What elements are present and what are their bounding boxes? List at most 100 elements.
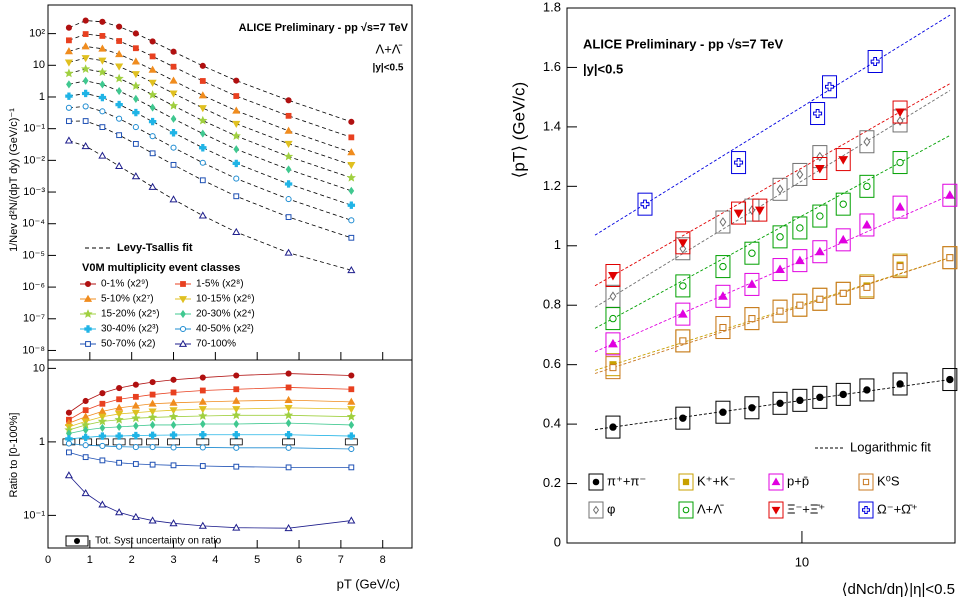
data-point (148, 117, 157, 126)
annotation: Λ+Λ̄ (376, 41, 403, 56)
data-point (285, 464, 292, 471)
syst-box (859, 275, 875, 299)
syst-box (146, 438, 159, 446)
data-point (81, 489, 90, 497)
data-point (747, 279, 757, 288)
syst-box (744, 241, 760, 265)
data-point (748, 205, 756, 215)
fit-curve (68, 106, 352, 221)
legend-label: 20-30% (x2⁴) (196, 309, 255, 320)
data-point (169, 129, 178, 137)
syst-box (867, 50, 883, 73)
data-point (114, 414, 124, 424)
syst-box (812, 157, 828, 180)
data-point (284, 140, 293, 148)
data-point (149, 379, 156, 386)
data-point (82, 454, 89, 461)
data-point (148, 90, 158, 99)
data-point (99, 390, 106, 397)
data-point (148, 408, 157, 416)
data-point (131, 401, 140, 409)
data-point (348, 217, 355, 224)
syst-box (859, 130, 875, 154)
data-point (896, 380, 904, 388)
data-point (116, 132, 123, 139)
syst-box (835, 192, 851, 216)
data-point (149, 444, 156, 451)
data-point (132, 431, 140, 440)
data-point (284, 248, 293, 256)
data-point (116, 86, 122, 96)
legend-label: 40-50% (x2²) (196, 324, 254, 335)
data-point (115, 63, 124, 71)
data-point (348, 118, 355, 125)
data-point (198, 91, 207, 99)
data-point (748, 315, 756, 323)
ratio-line (68, 475, 352, 529)
data-point (82, 31, 89, 37)
data-point (285, 165, 292, 174)
data-point (284, 395, 293, 404)
data-point (796, 224, 804, 232)
y-tick-label: 0.6 (543, 356, 561, 371)
data-point (81, 55, 90, 63)
data-point (115, 161, 124, 169)
data-point (116, 115, 123, 122)
data-point (754, 206, 765, 216)
y-tick-label: 0.8 (543, 297, 561, 312)
data-point (64, 47, 73, 55)
x-tick-label: 0 (45, 554, 51, 566)
data-point (131, 81, 141, 90)
syst-box (835, 148, 851, 172)
data-point (65, 24, 72, 31)
ratio-frame (47, 359, 413, 549)
data-point (98, 93, 107, 102)
legend-marker (592, 478, 600, 486)
data-point (640, 199, 650, 209)
y-tick-label: 0.2 (543, 475, 561, 490)
data-point (285, 370, 292, 377)
syst-box (792, 388, 808, 412)
data-point (870, 57, 880, 66)
legend-label: p+p̄ (787, 473, 809, 488)
data-point (233, 444, 240, 451)
data-point (863, 136, 871, 147)
legend-marker (74, 538, 80, 544)
data-point (99, 423, 106, 432)
syst-box (715, 316, 731, 340)
y-tick-label: 1 (39, 91, 45, 103)
data-point (838, 234, 849, 244)
legend-title: V0M multiplicity event classes (82, 262, 240, 274)
data-point (149, 38, 156, 45)
data-point (679, 337, 687, 345)
data-point (149, 103, 156, 112)
data-point (679, 414, 687, 422)
data-point (609, 364, 617, 372)
syst-box (715, 210, 731, 234)
data-point (609, 423, 617, 431)
data-point (132, 30, 139, 37)
legend-box (768, 501, 784, 519)
data-point (862, 219, 872, 229)
data-point (348, 445, 355, 453)
data-point (148, 516, 157, 524)
syst-box (344, 438, 358, 446)
data-point (170, 48, 177, 55)
ratio-line (68, 422, 352, 434)
legend-label: π⁺+π⁻ (607, 473, 646, 488)
data-point (116, 443, 123, 450)
syst-box (744, 396, 760, 420)
data-point (131, 57, 140, 65)
syst-box (744, 307, 760, 331)
data-point (132, 141, 139, 147)
y-tick-label: 1.6 (543, 59, 561, 74)
data-point (198, 397, 207, 405)
data-point (98, 500, 107, 508)
data-point (284, 126, 293, 134)
y-axis-label: 1/Nev d²N/(dpT dy) (GeV/c)⁻¹ (8, 108, 20, 252)
syst-box (605, 264, 621, 287)
data-point (115, 100, 123, 109)
x-tick-label: 6 (296, 554, 302, 566)
syst-box (772, 177, 788, 201)
x-axis-label: pT (GeV/c) (337, 576, 400, 591)
